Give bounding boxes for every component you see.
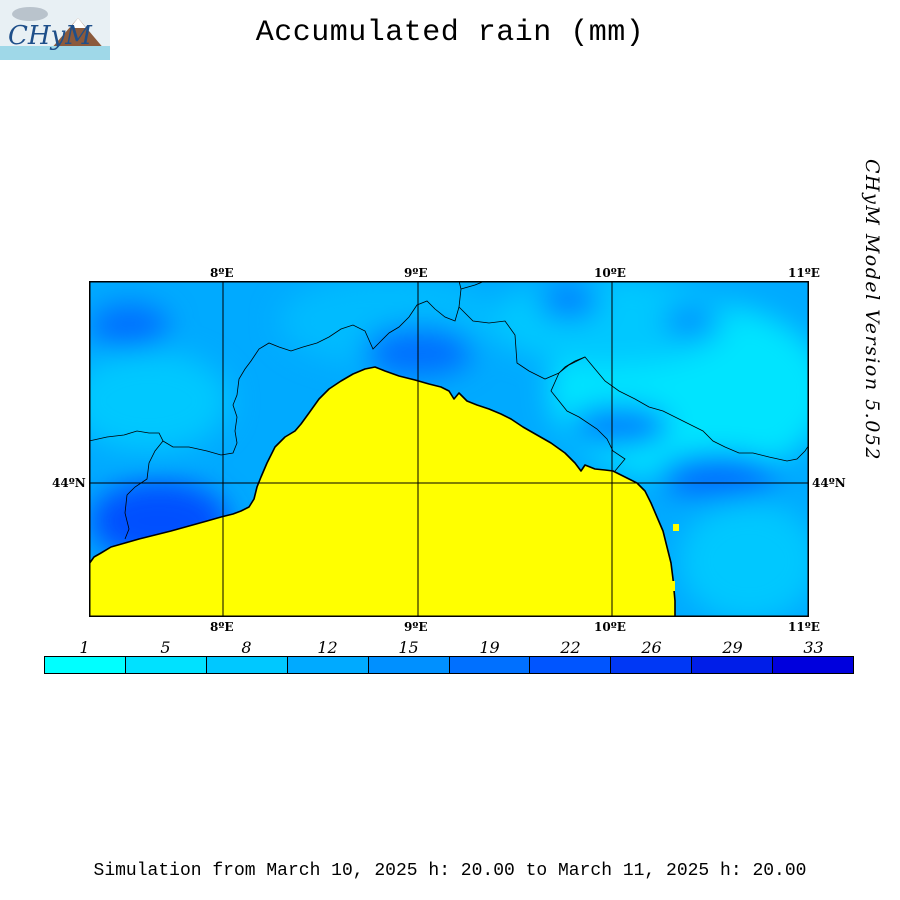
map-frame	[89, 281, 809, 617]
legend-swatch	[45, 657, 126, 673]
coastal-patch	[673, 524, 679, 531]
coastal-patch	[670, 581, 675, 591]
legend-label: 12	[317, 638, 338, 657]
legend-swatch	[449, 657, 531, 673]
border-line	[458, 306, 809, 462]
legend-swatch	[692, 657, 774, 673]
legend-label: 5	[160, 638, 171, 657]
precip-blobs	[89, 281, 809, 617]
lat-label-left: 44ºN	[52, 476, 86, 490]
simulation-period: Simulation from March 10, 2025 h: 20.00 …	[93, 861, 807, 881]
logo-text: CHyM	[8, 21, 93, 51]
legend-label: 8	[241, 638, 252, 657]
legend-label: 33	[803, 638, 824, 657]
legend-swatch	[206, 657, 288, 673]
legend-label: 15	[398, 638, 419, 657]
legend-label: 29	[722, 638, 743, 657]
lon-label-bottom-11: 11ºE	[788, 620, 820, 634]
border-line	[162, 281, 462, 456]
legend-swatch	[287, 657, 369, 673]
chym-logo: CHyM	[0, 0, 110, 60]
chym-logo-graphic: CHyM	[0, 0, 110, 60]
legend-swatch	[773, 657, 854, 673]
legend-swatch	[368, 657, 450, 673]
legend-swatch	[125, 657, 207, 673]
legend-label: 19	[479, 638, 500, 657]
legend-label: 22	[560, 638, 581, 657]
lon-label-top-11: 11ºE	[788, 266, 820, 280]
lon-label-bottom-10: 10ºE	[594, 620, 626, 634]
border-line	[89, 430, 164, 540]
sea-area	[89, 366, 676, 617]
model-version-label: CHyM Model Version 5.052	[861, 159, 883, 461]
legend-labels: 1 5 8 12 15 19 22 26 29 33	[44, 638, 854, 657]
page-title: Accumulated rain (mm)	[255, 16, 645, 50]
lon-label-top-9: 9ºE	[404, 266, 428, 280]
lat-label-right: 44ºN	[812, 476, 846, 490]
legend-swatch	[611, 657, 693, 673]
lon-label-bottom-9: 9ºE	[404, 620, 428, 634]
legend-label: 1	[79, 638, 90, 657]
graticule	[89, 281, 809, 617]
lon-label-top-8: 8ºE	[210, 266, 234, 280]
border-line	[550, 356, 626, 472]
rain-map	[89, 281, 809, 617]
rain-map-svg	[89, 281, 809, 617]
color-legend	[44, 656, 854, 674]
legend-swatch	[530, 657, 612, 673]
legend-label: 26	[641, 638, 662, 657]
lon-label-bottom-8: 8ºE	[210, 620, 234, 634]
lon-label-top-10: 10ºE	[594, 266, 626, 280]
